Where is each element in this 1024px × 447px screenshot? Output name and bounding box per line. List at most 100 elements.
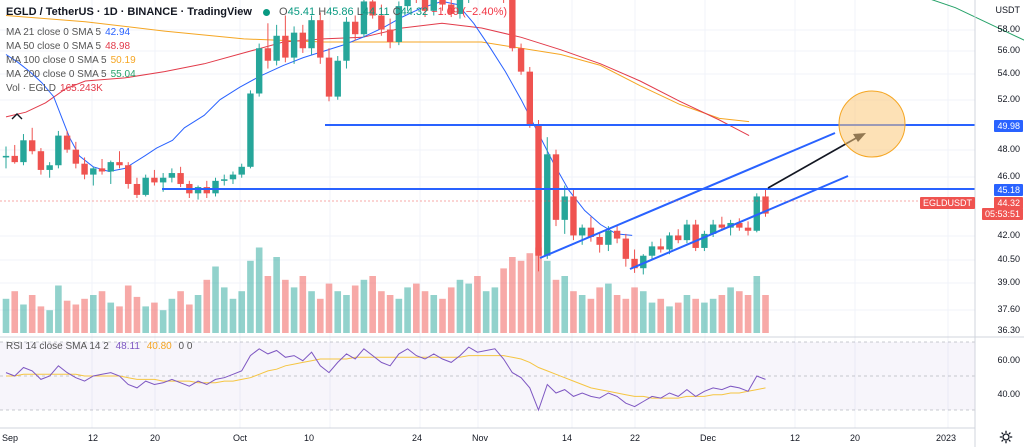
candle-body (430, 0, 437, 11)
candle-body (578, 227, 586, 236)
volume-bar (762, 295, 769, 333)
channel-upper-line[interactable] (539, 132, 836, 259)
support-price-tag: 45.18 (994, 184, 1023, 196)
time-tick: 24 (412, 433, 423, 443)
volume-bar (238, 291, 246, 333)
price-tick: 37.60 (997, 304, 1020, 314)
time-tick: 12 (88, 433, 99, 443)
candle-body (605, 230, 612, 245)
candle-body (308, 20, 315, 49)
volume-bar (613, 295, 621, 333)
candle-body (81, 163, 88, 175)
open-value: 45.41 (287, 6, 316, 18)
projection-arrow[interactable] (767, 136, 859, 189)
volume-bar (657, 298, 665, 333)
volume-bar (46, 310, 53, 333)
volume-bar (299, 276, 307, 333)
volume-bar (570, 291, 577, 333)
legend-ma200[interactable]: MA 200 close 0 SMA 5 55.04 (6, 69, 136, 80)
candle-body (264, 48, 272, 61)
volume-bar (151, 302, 158, 333)
volume-bar (421, 291, 429, 333)
candle-body (683, 224, 691, 241)
price-tick: 36.30 (997, 325, 1020, 335)
volume-bar (124, 285, 132, 333)
legend-rsi[interactable]: RSI 14 close SMA 14 2 48.11 40.80 0 0 (6, 341, 193, 352)
price-tick: 46.00 (997, 171, 1020, 181)
candle-body (736, 222, 743, 228)
channel-lower-line[interactable] (629, 175, 849, 270)
ma50-line (5, 22, 750, 137)
bar-countdown-tag: 05:53:51 (981, 208, 1023, 220)
volume-bar (81, 298, 88, 333)
candle-body (675, 235, 682, 241)
volume-bar (744, 295, 752, 333)
candle-body (299, 32, 307, 49)
candle-body (317, 20, 324, 58)
volume-bar (142, 306, 149, 333)
candle-body (360, 1, 368, 35)
volume-bar (308, 291, 315, 333)
volume-bar (622, 298, 630, 333)
volume-bar (701, 302, 708, 333)
volume-bar (28, 295, 36, 333)
symbol-title[interactable]: EGLD / TetherUS · 1D · BINANCE · Trading… (6, 6, 252, 18)
candle-body (657, 246, 664, 250)
legend-ma21[interactable]: MA 21 close 0 SMA 5 42.94 (6, 27, 131, 38)
volume-bar (255, 247, 263, 333)
candle-body (709, 224, 717, 234)
target-circle[interactable] (838, 90, 906, 158)
low-value: 44.11 (362, 6, 390, 18)
market-status-icon (262, 8, 270, 16)
volume-bar (316, 298, 324, 333)
price-tick: 48.00 (997, 144, 1020, 154)
rsi-tick-40: 40.00 (997, 389, 1020, 399)
volume-bar (168, 298, 176, 333)
volume-bar (753, 276, 761, 333)
volume-bar (543, 260, 551, 333)
volume-bar (334, 291, 342, 333)
time-tick: 20 (150, 433, 161, 443)
legend-ma100[interactable]: MA 100 close 0 SMA 5 50.19 (6, 55, 136, 66)
candle-body (11, 155, 18, 163)
candle-body (133, 183, 141, 195)
price-tick: 40.50 (997, 254, 1020, 264)
volume-bar (491, 287, 499, 333)
price-tick: 54.00 (997, 68, 1020, 78)
rsi-pane (0, 341, 975, 412)
legend-ma50[interactable]: MA 50 close 0 SMA 5 48.98 (6, 41, 131, 52)
collapse-legend-icon[interactable] (10, 112, 24, 122)
candle-body (177, 173, 184, 184)
volume-bar (177, 291, 184, 333)
drawings[interactable] (162, 90, 975, 270)
volume-bar (587, 298, 595, 333)
candle-body (229, 174, 237, 180)
price-tick: 42.00 (997, 230, 1020, 240)
candle-body (692, 224, 699, 248)
candle-body (613, 230, 621, 239)
candle-body (378, 15, 385, 30)
volume-bar (605, 283, 612, 333)
volume-bar (378, 291, 385, 333)
time-tick: Oct (233, 433, 248, 443)
time-tick: 2023 (936, 433, 957, 443)
volume-bar (413, 283, 420, 333)
volume-bar (98, 291, 106, 333)
candle-body (718, 224, 726, 228)
candle-body (290, 32, 298, 58)
rsi-line (5, 346, 766, 412)
volume-bar (343, 295, 350, 333)
volume-bar (107, 302, 115, 333)
candle-body (395, 6, 403, 43)
gear-icon[interactable] (999, 430, 1013, 444)
volume-bar (360, 279, 368, 333)
volume-bar (482, 291, 490, 333)
volume-bar (535, 247, 542, 333)
volume-bar (229, 298, 237, 333)
price-tick: 56.00 (997, 45, 1020, 55)
legend-volume[interactable]: Vol · EGLD 165.243K (6, 83, 103, 94)
candle-body (255, 48, 263, 94)
candle-body (596, 237, 603, 245)
